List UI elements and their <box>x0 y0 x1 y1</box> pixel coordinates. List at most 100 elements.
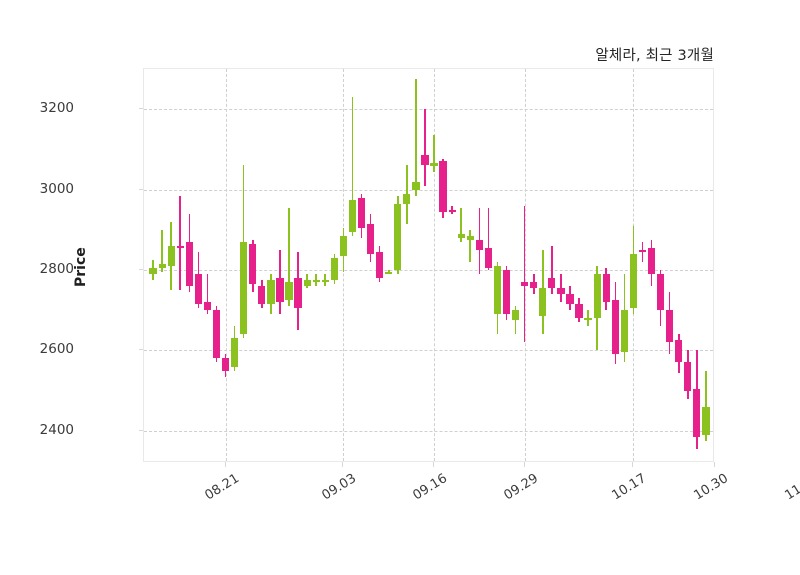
candlestick-body <box>267 280 275 305</box>
candlestick-up <box>584 69 592 461</box>
candlestick-wick <box>433 135 435 172</box>
candlestick-up <box>149 69 157 461</box>
candlestick-down <box>357 69 366 461</box>
x-axis-tick-mark <box>523 462 525 467</box>
candlestick-body <box>530 282 538 289</box>
candlestick-down <box>194 69 202 461</box>
candlestick-body <box>584 318 592 321</box>
x-axis-tick-label: 11.12 <box>782 471 800 504</box>
candlestick-wick <box>469 229 472 262</box>
candlestick-body <box>684 362 692 391</box>
candlestick-body <box>403 193 411 204</box>
candlestick-body <box>294 278 302 309</box>
candlestick-body <box>475 239 483 250</box>
gridline-horizontal <box>144 430 713 432</box>
candlestick-body <box>412 181 420 190</box>
candlestick-up <box>466 69 474 461</box>
candlestick-body <box>484 247 493 268</box>
candlestick-up <box>158 69 166 461</box>
candlestick-body <box>258 286 266 305</box>
candlestick-up <box>593 69 601 461</box>
candlestick-wick <box>514 306 517 335</box>
candlestick-up <box>321 69 329 461</box>
candlestick-down <box>521 69 529 461</box>
x-axis-tick-mark <box>224 462 226 467</box>
candlestick-body <box>666 310 674 343</box>
gridline-horizontal <box>144 350 713 352</box>
candlestick-wick <box>424 109 426 186</box>
gridline-horizontal <box>144 109 713 111</box>
candlestick-body <box>466 235 474 240</box>
candlestick-body <box>575 304 583 319</box>
candlestick-body <box>376 251 384 279</box>
candlestick-down <box>611 69 619 461</box>
candlestick-body <box>620 310 628 353</box>
candlestick-up <box>339 69 348 461</box>
x-axis-tick-mark <box>632 462 634 467</box>
candlestick-down <box>203 69 212 461</box>
candlestick-body <box>611 300 619 355</box>
candlestick-down <box>421 69 429 461</box>
candlestick-wick <box>315 274 317 287</box>
candlestick-up <box>412 69 420 461</box>
y-axis-tick-mark <box>139 349 143 351</box>
y-axis-tick-label: 3200 <box>39 100 74 117</box>
candlestick-up <box>330 69 338 461</box>
candlestick-down <box>656 69 665 461</box>
candlestick-up <box>385 69 393 461</box>
candlestick-wick <box>460 207 463 242</box>
candlestick-wick <box>523 205 526 343</box>
candlestick-wick <box>206 274 209 315</box>
candlestick-up <box>403 69 411 461</box>
candlestick-down <box>666 69 674 461</box>
candlestick-body <box>149 268 157 275</box>
candlestick-body <box>366 223 375 254</box>
candlestick-wick <box>705 370 707 441</box>
y-axis-tick-mark <box>139 108 143 110</box>
candlestick-body <box>675 340 683 363</box>
candlestick-body <box>321 280 329 283</box>
candlestick-wick <box>487 207 490 271</box>
candlestick-body <box>539 288 547 317</box>
candlestick-body <box>602 274 610 303</box>
candlestick-down <box>693 69 701 461</box>
candlestick-up <box>312 69 320 461</box>
candlestick-down <box>602 69 610 461</box>
candlestick-body <box>221 358 230 371</box>
candlestick-body <box>421 155 429 166</box>
candlestick-down <box>530 69 538 461</box>
x-axis-tick-mark <box>714 462 715 467</box>
candlestick-body <box>231 338 239 367</box>
candlestick-body <box>566 294 574 305</box>
candlestick-up <box>629 69 638 461</box>
candlestick-down <box>684 69 692 461</box>
y-axis-tick-mark <box>139 188 143 190</box>
candlestick-down <box>276 69 284 461</box>
candlestick-down <box>249 69 257 461</box>
candlestick-wick <box>288 207 290 307</box>
candlestick-up <box>457 69 465 461</box>
candlestick-body <box>176 245 184 249</box>
candlestick-wick <box>179 195 182 291</box>
candlestick-body <box>385 272 393 275</box>
candlestick-wick <box>351 97 354 236</box>
candlestick-body <box>357 197 366 228</box>
candlestick-body <box>439 161 447 212</box>
candlestick-wick <box>324 274 327 287</box>
y-axis-tick-label: 2800 <box>39 261 74 278</box>
candlestick-down <box>294 69 302 461</box>
candlestick-body <box>548 278 556 289</box>
candlestick-down <box>185 69 193 461</box>
candlestick-wick <box>415 79 417 196</box>
candlestick-up <box>493 69 502 461</box>
candlestick-body <box>702 406 710 435</box>
candlestick-body <box>249 243 257 285</box>
y-axis-tick-label: 3000 <box>39 180 74 197</box>
candlestick-down <box>258 69 266 461</box>
candlestick-up <box>231 69 239 461</box>
candlestick-body <box>593 274 601 319</box>
candlestick-up <box>430 69 438 461</box>
plot-area <box>143 68 714 462</box>
candlestick-down <box>566 69 574 461</box>
x-axis-tick-mark <box>342 462 344 467</box>
